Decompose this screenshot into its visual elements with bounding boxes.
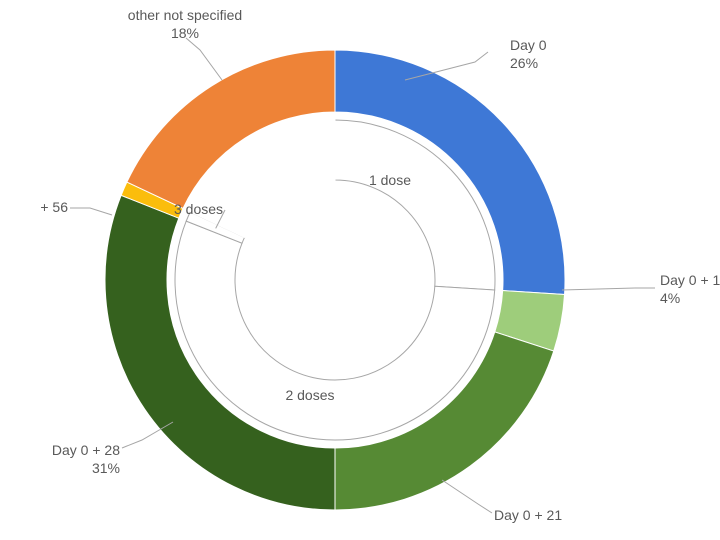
leader-line: [562, 288, 655, 290]
outer-label: 4%: [660, 290, 680, 306]
outer-label: + 56: [40, 199, 68, 215]
outer-label: 26%: [510, 55, 538, 71]
outer-label: Day 0 + 28: [52, 442, 120, 458]
leader-line: [186, 38, 222, 80]
outer-label: Day 0 + 21: [494, 507, 562, 523]
outer-label: Day 0 + 14: [660, 272, 720, 288]
outer-label: 18%: [171, 25, 199, 41]
inner-label-3doses: 3 doses: [174, 201, 223, 217]
outer-label: 31%: [92, 460, 120, 476]
inner-label-1dose: 1 dose: [369, 172, 411, 188]
outer-label: Day 0: [510, 37, 547, 53]
dosing-schedule-chart: 1 dose 2 doses 3 doses Day 0 26% Day 0 + 14 4%…: [0, 0, 720, 540]
leader-line: [442, 480, 492, 513]
leader-line: [70, 208, 112, 215]
inner-label-2doses: 2 doses: [285, 387, 334, 403]
outer-label: other not specified: [128, 7, 242, 23]
